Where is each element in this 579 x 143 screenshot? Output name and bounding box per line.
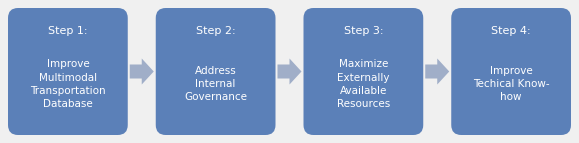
FancyBboxPatch shape xyxy=(451,8,571,135)
Text: Step 3:: Step 3: xyxy=(343,26,383,36)
Text: Maximize
Externally
Available
Resources: Maximize Externally Available Resources xyxy=(337,59,390,109)
Polygon shape xyxy=(130,58,154,85)
Text: Improve
Techical Know-
how: Improve Techical Know- how xyxy=(473,66,549,102)
Polygon shape xyxy=(277,58,302,85)
FancyBboxPatch shape xyxy=(303,8,423,135)
FancyBboxPatch shape xyxy=(156,8,276,135)
Text: Address
Internal
Governance: Address Internal Governance xyxy=(184,66,247,102)
Text: Step 4:: Step 4: xyxy=(492,26,531,36)
Polygon shape xyxy=(425,58,449,85)
Text: Improve
Multimodal
Transportation
Database: Improve Multimodal Transportation Databa… xyxy=(30,59,106,109)
Text: Step 1:: Step 1: xyxy=(48,26,87,36)
Text: Step 2:: Step 2: xyxy=(196,26,236,36)
FancyBboxPatch shape xyxy=(8,8,128,135)
